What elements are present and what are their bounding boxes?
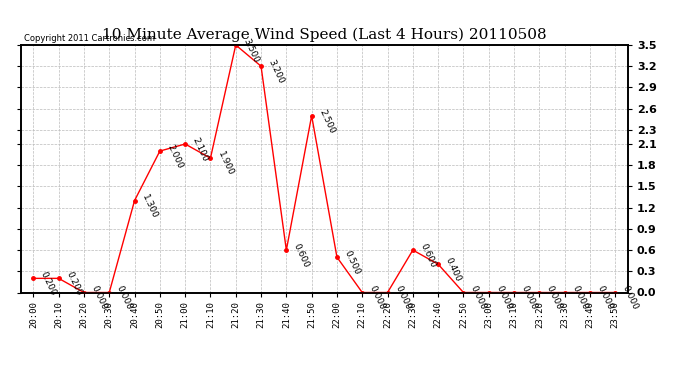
Text: 0.200: 0.200: [39, 270, 58, 297]
Text: 2.000: 2.000: [166, 143, 184, 170]
Text: 0.000: 0.000: [570, 285, 589, 312]
Text: 0.000: 0.000: [469, 285, 488, 312]
Text: 3.500: 3.500: [241, 37, 260, 64]
Text: 0.000: 0.000: [115, 285, 134, 312]
Text: 0.000: 0.000: [368, 285, 387, 312]
Text: 0.400: 0.400: [444, 256, 463, 284]
Text: 0.600: 0.600: [292, 242, 311, 269]
Text: 0.200: 0.200: [64, 270, 83, 297]
Text: 0.000: 0.000: [393, 285, 412, 312]
Text: 0.000: 0.000: [494, 285, 513, 312]
Text: 3.200: 3.200: [266, 58, 286, 86]
Text: 0.000: 0.000: [595, 285, 615, 312]
Title: 10 Minute Average Wind Speed (Last 4 Hours) 20110508: 10 Minute Average Wind Speed (Last 4 Hou…: [102, 28, 546, 42]
Text: 2.100: 2.100: [190, 136, 210, 163]
Text: 0.500: 0.500: [342, 249, 362, 276]
Text: 0.000: 0.000: [621, 285, 640, 312]
Text: 1.300: 1.300: [140, 193, 159, 220]
Text: 0.000: 0.000: [520, 285, 539, 312]
Text: 0.000: 0.000: [90, 285, 108, 312]
Text: 0.000: 0.000: [545, 285, 564, 312]
Text: Copyright 2011 Cartronics.com: Copyright 2011 Cartronics.com: [23, 33, 155, 42]
Text: 2.500: 2.500: [317, 108, 336, 135]
Text: 0.600: 0.600: [418, 242, 437, 269]
Text: 1.900: 1.900: [216, 150, 235, 177]
